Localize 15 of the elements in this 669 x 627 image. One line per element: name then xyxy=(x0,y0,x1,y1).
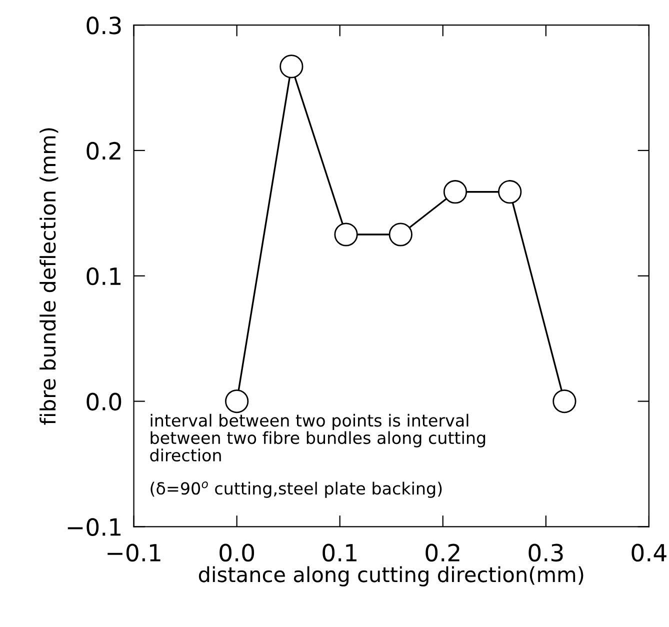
y-tick-label: 0.3 xyxy=(86,16,121,34)
x-tick-label: 0.3 xyxy=(528,544,563,562)
x-tick-label: 0.1 xyxy=(322,544,356,562)
x-axis-title: distance along cutting direction(mm) xyxy=(198,566,584,586)
y-axis-title: fibre bundle deflection (mm) xyxy=(40,128,58,425)
y-tick-label: −0.1 xyxy=(68,518,121,536)
annotation: interval between two points is interval between two fibre bundles along cutting direction xyxy=(150,414,486,462)
y-tick-label: 0.1 xyxy=(86,267,121,286)
annotation: (δ=90$^{o}$ cutting,steel plate backing) xyxy=(150,482,442,498)
y-tick-label: 0.2 xyxy=(86,142,120,160)
x-tick-label: 0.0 xyxy=(220,544,254,562)
x-tick-label: −0.1 xyxy=(108,544,160,562)
y-tick-label: 0.0 xyxy=(86,392,122,411)
x-tick-label: 0.4 xyxy=(632,544,666,562)
x-tick-label: 0.2 xyxy=(426,544,460,562)
